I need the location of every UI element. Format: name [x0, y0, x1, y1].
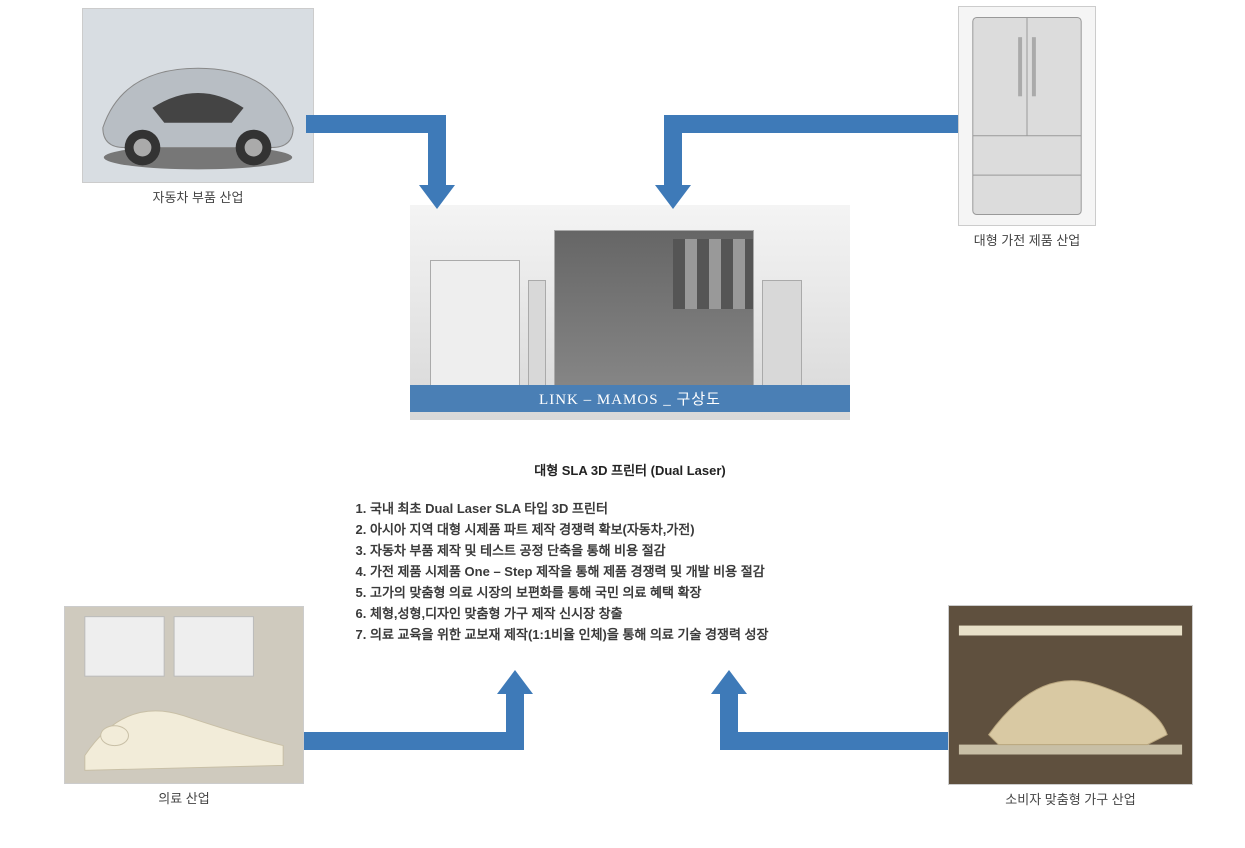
arrow-automotive-h: [306, 115, 446, 133]
center-banner: LINK – MAMOS _ 구상도: [410, 385, 850, 412]
car-icon: [83, 8, 313, 183]
arrow-automotive-v: [428, 115, 446, 185]
feature-list-item: 가전 제품 시제품 One – Step 제작을 통해 제품 경쟁력 및 개발 …: [370, 561, 908, 582]
arrow-furniture-v: [720, 694, 738, 750]
feature-list-item: 자동차 부품 제작 및 테스트 공정 단축을 통해 비용 절감: [370, 540, 908, 561]
feature-list: 국내 최초 Dual Laser SLA 타입 3D 프린터아시아 지역 대형 …: [348, 498, 908, 645]
arrow-furniture-h: [720, 732, 948, 750]
arrow-medical-h: [304, 732, 524, 750]
arrow-automotive-head: [419, 185, 455, 209]
furniture-icon: [949, 605, 1192, 785]
arrow-appliance-head: [655, 185, 691, 209]
automotive-label: 자동차 부품 산업: [82, 187, 314, 206]
arrow-furniture-head: [711, 670, 747, 694]
feature-list-item: 국내 최초 Dual Laser SLA 타입 3D 프린터: [370, 498, 908, 519]
arrow-appliance-v: [664, 115, 682, 185]
node-appliance: 대형 가전 제품 산업: [958, 6, 1096, 249]
arrow-medical-v: [506, 694, 524, 750]
skeleton-icon: [65, 606, 303, 784]
feature-list-item: 의료 교육을 위한 교보재 제작(1:1비율 인체)을 통해 의료 기술 경쟁력…: [370, 624, 908, 645]
node-medical: 의료 산업: [64, 606, 304, 807]
node-furniture: 소비자 맞춤형 가구 산업: [948, 605, 1193, 808]
node-automotive: 자동차 부품 산업: [82, 8, 314, 206]
refrigerator-icon: [959, 6, 1095, 226]
automotive-image: [82, 8, 314, 183]
medical-image: [64, 606, 304, 784]
feature-list-item: 아시아 지역 대형 시제품 파트 제작 경쟁력 확보(자동차,가전): [370, 519, 908, 540]
feature-list-item: 체형,성형,디자인 맞춤형 가구 제작 신시장 창출: [370, 603, 908, 624]
feature-list-item: 고가의 맞춤형 의료 시장의 보편화를 통해 국민 의료 혜택 확장: [370, 582, 908, 603]
furniture-label: 소비자 맞춤형 가구 산업: [948, 789, 1193, 808]
furniture-image: [948, 605, 1193, 785]
arrow-appliance-h: [682, 115, 958, 133]
appliance-image: [958, 6, 1096, 226]
medical-label: 의료 산업: [64, 788, 304, 807]
appliance-label: 대형 가전 제품 산업: [958, 230, 1096, 249]
center-caption: 대형 SLA 3D 프린터 (Dual Laser): [410, 460, 850, 479]
arrow-medical-head: [497, 670, 533, 694]
